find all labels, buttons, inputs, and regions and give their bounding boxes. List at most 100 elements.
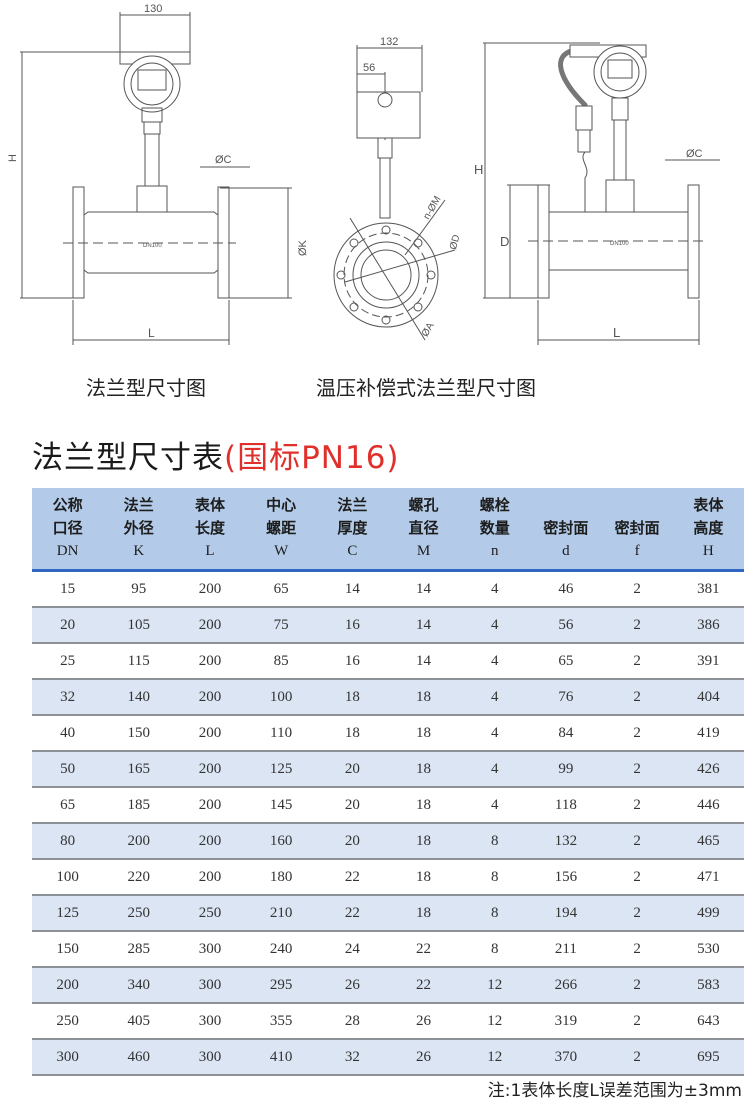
column-symbol: H: [702, 543, 714, 559]
flange-face-drawing: 132 56 n-ØM ØD ØA: [333, 36, 463, 341]
table-cell: 200: [174, 823, 246, 860]
table-cell: 2: [601, 679, 673, 716]
table-cell: 200: [32, 967, 104, 1004]
table-cell: 150: [32, 931, 104, 968]
column-header-L: 表体 长度 L: [174, 488, 246, 572]
table-cell: 2: [601, 1003, 673, 1040]
table-cell: 8: [459, 931, 531, 968]
table-row: 125 250 250 210 22 18 8 194 2 499: [32, 895, 744, 932]
table-header-row: 公称 口径 DN 法兰 外径 K 表体 长度 L 中心 螺距 W 法兰 厚度 C 螺孔 直径 M 螺栓 数量 n 密封面…: [32, 488, 744, 572]
column-symbol: d: [562, 543, 570, 559]
table-row: 65 185 200 145 20 18 4 118 2 446: [32, 787, 744, 824]
table-cell: 95: [103, 570, 175, 608]
table-cell: 2: [601, 751, 673, 788]
column-header-label: [530, 494, 601, 517]
table-cell: 28: [316, 1003, 388, 1040]
table-cell: 110: [245, 715, 317, 752]
column-header-label: 表体: [693, 496, 724, 514]
table-cell: 14: [387, 570, 460, 608]
column-header-DN: 公称 口径 DN: [32, 488, 104, 572]
dimension-drawings: 130 H DN100 ØC ØK L 132 56 n-ØM ØD ØA: [7, 3, 720, 345]
table-cell: 200: [174, 859, 246, 896]
table-cell: 8: [459, 823, 531, 860]
table-cell: 85: [245, 643, 317, 680]
table-cell: 4: [459, 570, 531, 608]
table-cell: 2: [601, 1039, 673, 1076]
table-cell: 4: [459, 751, 531, 788]
table-cell: 386: [672, 607, 744, 644]
table-cell: 4: [459, 715, 531, 752]
table-cell: 355: [245, 1003, 317, 1040]
table-cell: 210: [245, 895, 317, 932]
table-cell: 2: [601, 715, 673, 752]
table-cell: 4: [459, 679, 531, 716]
table-cell: 156: [530, 859, 602, 896]
dim-oc: ØC: [215, 154, 232, 166]
nameplate-dn100-2: DN100: [610, 241, 629, 247]
table-row: 25 115 200 85 16 14 4 65 2 391: [32, 643, 744, 680]
table-cell: 391: [672, 643, 744, 680]
table-cell: 22: [316, 859, 388, 896]
column-header-label: 螺距: [266, 519, 297, 537]
table-cell: 2: [601, 643, 673, 680]
table-cell: 446: [672, 787, 744, 824]
table-cell: 300: [174, 967, 246, 1004]
table-cell: 118: [530, 787, 602, 824]
table-cell: 300: [174, 1003, 246, 1040]
table-cell: 20: [316, 823, 388, 860]
table-cell: 8: [459, 895, 531, 932]
table-cell: 165: [103, 751, 175, 788]
table-cell: 4: [459, 643, 531, 680]
table-title: 法兰型尺寸表(国标PN16): [32, 432, 400, 477]
table-cell: 4: [459, 607, 531, 644]
table-cell: 22: [387, 931, 460, 968]
column-header-label: 公称: [52, 496, 83, 514]
table-cell: 211: [530, 931, 602, 968]
table-cell: 200: [103, 823, 175, 860]
table-cell: 200: [174, 787, 246, 824]
table-row: 80 200 200 160 20 18 8 132 2 465: [32, 823, 744, 860]
table-cell: 75: [245, 607, 317, 644]
column-header-f: 密封面 f: [601, 488, 673, 572]
table-cell: 2: [601, 607, 673, 644]
table-cell: 240: [245, 931, 317, 968]
table-cell: 381: [672, 570, 744, 608]
table-cell: 2: [601, 570, 673, 608]
table-cell: 18: [387, 859, 460, 896]
table-cell: 50: [32, 751, 104, 788]
table-cell: 2: [601, 859, 673, 896]
nameplate-dn100: DN100: [143, 243, 162, 249]
table-row: 100 220 200 180 22 18 8 156 2 471: [32, 859, 744, 896]
table-cell: 2: [601, 967, 673, 1004]
table-cell: 56: [530, 607, 602, 644]
table-cell: 25: [32, 643, 104, 680]
table-cell: 4: [459, 787, 531, 824]
column-header-M: 螺孔 直径 M: [387, 488, 460, 572]
table-cell: 32: [316, 1039, 388, 1076]
dim-oc-2: ØC: [686, 148, 703, 160]
table-cell: 404: [672, 679, 744, 716]
table-cell: 32: [32, 679, 104, 716]
table-cell: 2: [601, 823, 673, 860]
table-cell: 100: [245, 679, 317, 716]
column-header-label: [602, 494, 673, 517]
table-cell: 2: [601, 895, 673, 932]
column-symbol: C: [347, 543, 358, 559]
table-row: 200 340 300 295 26 22 12 266 2 583: [32, 967, 744, 1004]
table-cell: 200: [174, 607, 246, 644]
table-cell: 18: [387, 715, 460, 752]
column-symbol: W: [274, 543, 289, 559]
table-cell: 100: [32, 859, 104, 896]
table-cell: 18: [387, 751, 460, 788]
table-cell: 20: [316, 787, 388, 824]
table-cell: 12: [459, 1039, 531, 1076]
table-cell: 200: [174, 643, 246, 680]
table-cell: 426: [672, 751, 744, 788]
column-header-label: 长度: [194, 519, 225, 537]
column-symbol: f: [634, 543, 640, 559]
table-cell: 300: [32, 1039, 104, 1076]
column-header-label: 口径: [52, 519, 83, 537]
table-cell: 18: [387, 823, 460, 860]
flange-drawing-caption: 法兰型尺寸图: [86, 376, 206, 400]
table-cell: 20: [316, 751, 388, 788]
